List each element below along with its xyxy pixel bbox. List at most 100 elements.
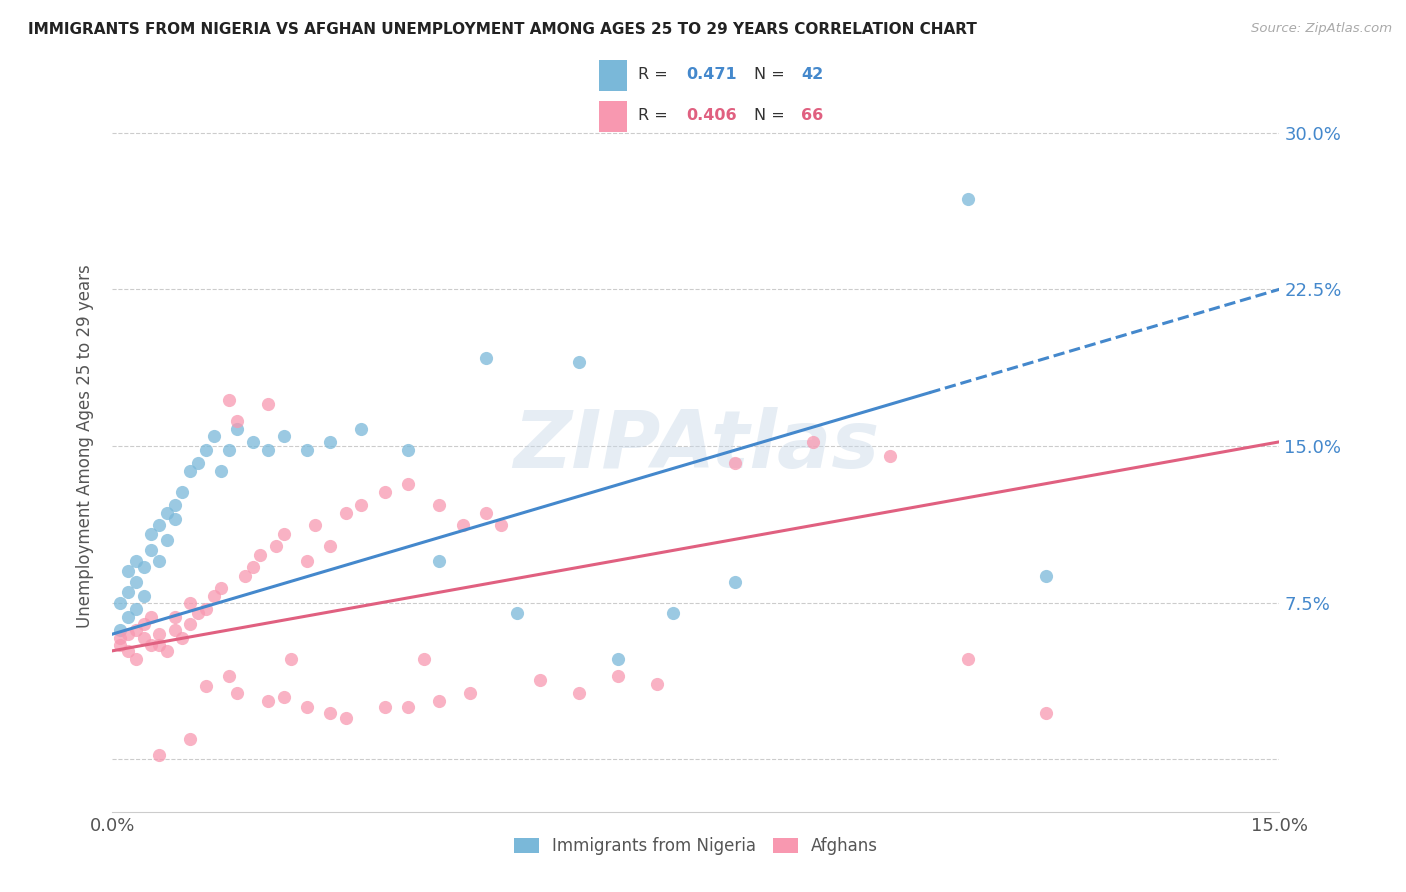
Point (117, 627, 139, 641)
Text: Source: ZipAtlas.com: Source: ZipAtlas.com (1251, 22, 1392, 36)
Point (141, 638, 163, 652)
Point (335, 711, 357, 725)
Point (319, 539, 342, 553)
Point (350, 422, 373, 436)
Point (209, 464, 232, 478)
Text: N =: N = (754, 68, 790, 82)
Point (257, 694, 280, 708)
Point (319, 434, 342, 449)
Point (661, 606, 683, 620)
Point (475, 506, 498, 520)
Point (412, 652, 434, 666)
Point (202, 428, 225, 442)
Point (117, 565, 139, 579)
Point (1035, 568, 1057, 582)
Point (141, 543, 163, 558)
Bar (599, 60, 627, 91)
Point (148, 638, 170, 652)
Point (280, 652, 302, 666)
Point (568, 685, 591, 699)
Point (350, 498, 373, 512)
Point (132, 560, 155, 574)
Point (132, 632, 155, 646)
Point (607, 652, 630, 666)
Point (172, 632, 194, 646)
Point (273, 526, 295, 541)
Point (132, 616, 155, 631)
Point (374, 485, 396, 500)
Point (957, 652, 980, 666)
Point (110, 638, 132, 652)
Point (156, 644, 179, 658)
Point (304, 518, 326, 533)
Point (141, 610, 163, 624)
Y-axis label: Unemployment Among Ages 25 to 29 years: Unemployment Among Ages 25 to 29 years (76, 264, 94, 628)
Bar (599, 101, 627, 132)
Point (374, 700, 396, 714)
Point (194, 679, 217, 693)
Point (141, 526, 163, 541)
Point (148, 627, 170, 641)
Point (529, 673, 551, 687)
Point (148, 748, 170, 763)
Point (156, 533, 179, 547)
Point (957, 193, 980, 207)
Point (110, 632, 132, 646)
Point (396, 476, 419, 491)
Point (218, 392, 240, 407)
Point (1035, 706, 1057, 721)
Point (396, 700, 419, 714)
Point (427, 554, 450, 568)
Point (125, 574, 148, 589)
Point (273, 690, 295, 704)
Point (475, 351, 498, 366)
Point (451, 518, 474, 533)
Point (148, 518, 170, 533)
Point (179, 616, 201, 631)
Point (295, 700, 318, 714)
Point (879, 450, 901, 464)
Point (645, 677, 668, 691)
Point (427, 694, 450, 708)
Point (568, 355, 591, 369)
Point (319, 706, 342, 721)
Point (233, 568, 256, 582)
Point (125, 554, 148, 568)
Point (218, 669, 240, 683)
Text: N =: N = (754, 109, 790, 123)
Point (125, 602, 148, 616)
Point (249, 548, 271, 562)
Point (396, 443, 419, 458)
Point (125, 652, 148, 666)
Point (724, 456, 747, 470)
Point (218, 443, 240, 458)
Point (257, 397, 280, 411)
Point (179, 596, 201, 610)
Point (132, 590, 155, 604)
Point (110, 596, 132, 610)
Text: 0.406: 0.406 (686, 109, 737, 123)
Text: R =: R = (638, 68, 673, 82)
Point (163, 610, 186, 624)
Text: IMMIGRANTS FROM NIGERIA VS AFGHAN UNEMPLOYMENT AMONG AGES 25 TO 29 YEARS CORRELA: IMMIGRANTS FROM NIGERIA VS AFGHAN UNEMPL… (28, 22, 977, 37)
Point (607, 669, 630, 683)
Point (724, 574, 747, 589)
Point (179, 731, 201, 746)
Point (295, 554, 318, 568)
Text: 42: 42 (801, 68, 824, 82)
Point (226, 685, 249, 699)
Point (163, 512, 186, 526)
Point (460, 685, 482, 699)
Point (179, 464, 201, 478)
Point (163, 498, 186, 512)
Point (148, 554, 170, 568)
Text: ZIPAtlas: ZIPAtlas (513, 407, 879, 485)
Point (125, 623, 148, 637)
Point (117, 644, 139, 658)
Point (226, 422, 249, 436)
Point (117, 585, 139, 599)
Point (226, 414, 249, 428)
Point (110, 623, 132, 637)
Point (172, 485, 194, 500)
Point (156, 506, 179, 520)
